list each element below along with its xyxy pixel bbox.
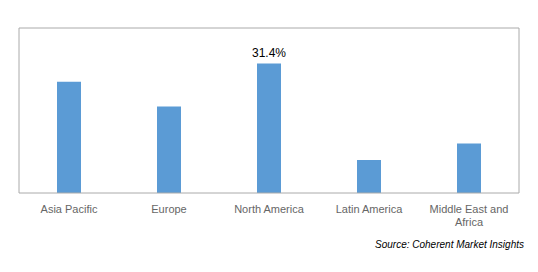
- html-text:Source: Coherent Market Insigh: Source: Coherent Market Insights: [375, 239, 524, 250]
- svg-text:Europe: Europe: [151, 203, 186, 215]
- svg-text:Middle East andAfrica: Middle East andAfrica: [430, 203, 509, 228]
- svg-text:31.4%: 31.4%: [252, 46, 286, 60]
- svg-text:Asia Pacific: Asia Pacific: [41, 203, 98, 215]
- svg-text:Latin America: Latin America: [336, 203, 404, 215]
- svg-text:North America: North America: [234, 203, 305, 215]
